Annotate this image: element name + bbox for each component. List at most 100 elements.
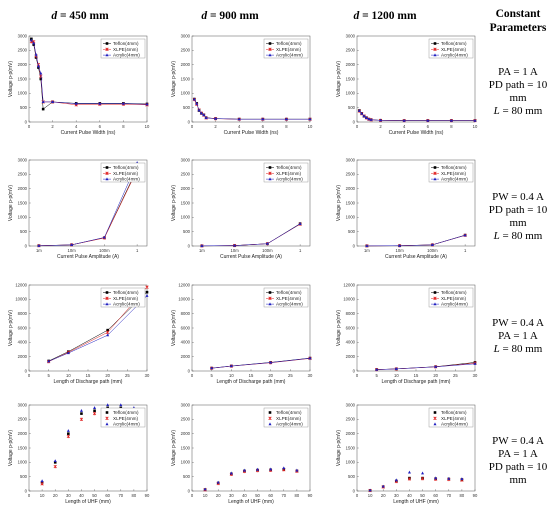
data-point <box>36 64 40 68</box>
y-tick-label: 1500 <box>18 200 28 205</box>
data-point <box>29 38 33 42</box>
data-point <box>402 118 406 122</box>
x-axis-label: Length of UHF (mm) <box>393 499 439 505</box>
param-line: PA = 1 A <box>498 330 538 342</box>
legend-label: Teflon(4mm) <box>441 410 467 415</box>
y-tick-label: 2500 <box>18 48 28 53</box>
y-tick-label: 1500 <box>181 200 191 205</box>
x-tick-label: 30 <box>145 373 150 378</box>
y-tick-label: 0 <box>25 368 28 373</box>
x-tick-label: 20 <box>53 493 58 498</box>
series-line <box>38 162 138 246</box>
x-tick-label: 50 <box>92 493 97 498</box>
x-tick-label: 2 <box>379 124 382 129</box>
x-tick-label: 1m <box>36 248 42 253</box>
y-tick-label: 2000 <box>18 186 28 191</box>
data-point <box>214 116 218 120</box>
x-tick-label: 50 <box>255 493 260 498</box>
param-line: L = 80 mm <box>493 230 543 242</box>
data-point <box>32 43 36 46</box>
param-line: L = 80 mm <box>493 343 543 355</box>
x-tick-label: 0 <box>356 493 359 498</box>
data-point <box>381 484 385 488</box>
legend-label: Teflon(4mm) <box>276 41 302 46</box>
x-tick-label: 20 <box>105 373 110 378</box>
legend-label: XLPE(4mm) <box>276 171 301 176</box>
legend-marker <box>105 171 109 175</box>
legend-label: Acrylic(4mm) <box>441 302 468 307</box>
param-line: PD path = 10 <box>489 79 548 91</box>
x-tick-label: 90 <box>145 493 150 498</box>
params-header-line: Constant <box>496 8 541 20</box>
y-tick-label: 1000 <box>18 91 28 96</box>
legend-label: XLPE(4mm) <box>113 171 138 176</box>
data-point <box>203 487 207 491</box>
x-tick-label: 60 <box>105 493 110 498</box>
data-point <box>360 111 364 115</box>
x-tick-label: 30 <box>229 493 234 498</box>
y-tick-label: 1000 <box>346 460 356 465</box>
x-tick-label: 70 <box>281 493 286 498</box>
y-tick-label: 2000 <box>181 354 191 359</box>
x-tick-label: 20 <box>433 373 438 378</box>
data-point <box>463 233 467 237</box>
x-tick-label: 70 <box>446 493 451 498</box>
y-tick-label: 0 <box>353 488 356 493</box>
legend-box <box>263 38 309 59</box>
y-axis-label: Voltage p-p(mV) <box>171 430 177 466</box>
x-tick-label: 100m <box>262 248 273 253</box>
y-tick-label: 10000 <box>178 297 190 302</box>
y-tick-label: 2000 <box>18 431 28 436</box>
data-point <box>37 244 41 247</box>
data-point <box>308 356 312 360</box>
legend-label: Acrylic(4mm) <box>441 177 468 182</box>
legend-marker <box>433 53 437 57</box>
data-point <box>41 107 45 111</box>
x-tick-label: 50 <box>420 493 425 498</box>
data-point <box>430 243 434 246</box>
x-tick-label: 10 <box>203 493 208 498</box>
x-tick-label: 10 <box>40 493 45 498</box>
legend-label: XLPE(4mm) <box>441 47 466 52</box>
y-tick-label: 0 <box>25 119 28 124</box>
column-header: d = 900 mm <box>201 10 259 22</box>
x-tick-label: 10 <box>66 373 71 378</box>
y-axis-label: Voltage p-p(mV) <box>171 185 177 221</box>
y-tick-label: 3000 <box>181 157 191 162</box>
y-axis-label: Voltage p-p(mV) <box>336 310 342 346</box>
x-axis-label: Length of Discharge path (mm) <box>217 379 286 385</box>
data-point <box>216 480 220 484</box>
y-tick-label: 1500 <box>346 200 356 205</box>
y-tick-label: 2500 <box>181 417 191 422</box>
data-point <box>229 364 233 368</box>
x-axis-label: Length of UHF (mm) <box>65 499 111 505</box>
data-point <box>298 222 302 226</box>
data-point <box>34 52 38 56</box>
y-tick-label: 2500 <box>181 172 191 177</box>
y-tick-label: 1500 <box>181 76 191 81</box>
param-line: PW = 0.4 A <box>492 317 544 329</box>
y-tick-label: 0 <box>188 488 191 493</box>
y-axis-label: Voltage p-p(mV) <box>8 310 14 346</box>
param-line: PW = 0.4 A <box>492 435 544 447</box>
data-point <box>145 102 149 106</box>
legend-label: XLPE(4mm) <box>113 296 138 301</box>
series-line <box>211 357 311 369</box>
data-point <box>74 101 78 105</box>
data-point <box>261 117 265 121</box>
legend-label: Teflon(4mm) <box>276 410 302 415</box>
legend-marker <box>105 296 109 300</box>
chart-panel: 0 500 1000 1500 2000 2500 3000 1m 10m 100m 1 Curren… <box>8 157 148 260</box>
series-line <box>48 295 148 362</box>
y-tick-label: 2000 <box>346 62 356 67</box>
x-tick-label: 25 <box>125 373 130 378</box>
legend-label: Acrylic(4mm) <box>276 177 303 182</box>
legend-marker <box>268 302 272 306</box>
y-tick-label: 500 <box>348 474 356 479</box>
legend-label: Acrylic(4mm) <box>276 53 303 58</box>
data-point <box>106 330 110 334</box>
chart-panel: 0 500 1000 1500 2000 2500 3000 0 10 20 30 40 50 60 70 8… <box>336 402 478 505</box>
x-tick-label: 4 <box>403 124 406 129</box>
y-tick-label: 3000 <box>346 402 356 407</box>
data-point <box>79 409 83 412</box>
